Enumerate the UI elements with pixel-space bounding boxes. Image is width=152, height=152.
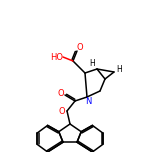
Text: O: O bbox=[59, 107, 65, 116]
Text: H: H bbox=[116, 66, 122, 74]
Text: N: N bbox=[85, 97, 91, 105]
Text: H: H bbox=[89, 59, 95, 67]
Text: O: O bbox=[58, 88, 64, 97]
Text: O: O bbox=[77, 43, 83, 52]
Text: HO: HO bbox=[50, 52, 64, 62]
